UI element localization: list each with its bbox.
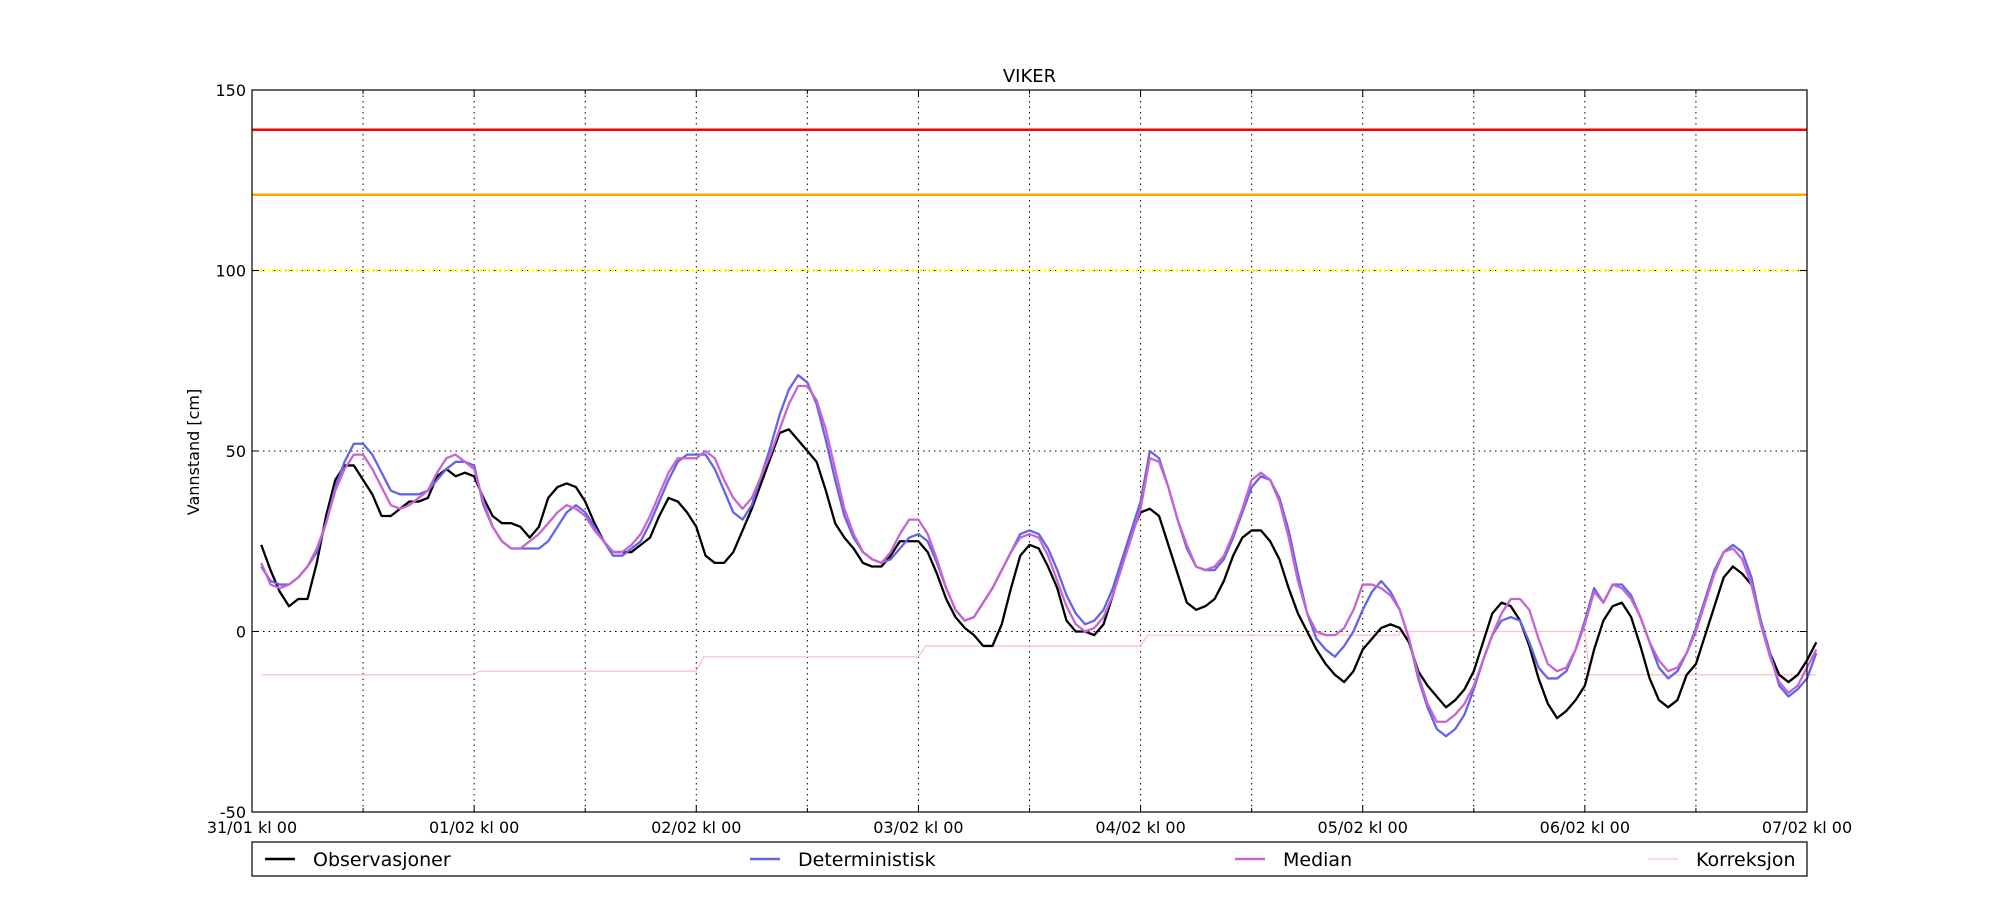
x-tick-label: 05/02 kl 00: [1318, 818, 1408, 837]
series-lines: [260, 374, 1818, 738]
legend-frame: [251, 841, 1808, 877]
x-tick-label: 06/02 kl 00: [1540, 818, 1630, 837]
y-tick-label: 0: [236, 623, 246, 642]
y-tick-label: 150: [215, 81, 246, 100]
y-tick-label: 50: [226, 442, 246, 461]
legend-label: Observasjoner: [313, 849, 451, 871]
chart-title: VIKER: [1003, 66, 1056, 87]
x-tick-label: 07/02 kl 00: [1762, 818, 1852, 837]
threshold-lines: [252, 128, 1807, 272]
x-tick-label: 02/02 kl 00: [651, 818, 741, 837]
series-line-korreksjon: [261, 630, 1817, 676]
x-tick-label: 31/01 kl 00: [207, 818, 297, 837]
y-axis-label: Vannstand [cm]: [184, 389, 203, 515]
legend-label: Korreksjon: [1696, 849, 1796, 871]
y-tick-label: -50: [220, 803, 246, 822]
x-tick-label: 04/02 kl 00: [1095, 818, 1185, 837]
legend-label: Deterministisk: [798, 849, 936, 871]
x-tick-label: 03/02 kl 00: [873, 818, 963, 837]
grid-lines: [252, 90, 1807, 812]
legend-label: Median: [1283, 849, 1352, 871]
series-line-observasjoner: [260, 428, 1818, 720]
y-tick-label: 100: [215, 262, 246, 281]
series-line-median: [260, 384, 1818, 723]
x-tick-label: 01/02 kl 00: [429, 818, 519, 837]
legend: Observasjoner Deterministisk Median Korreks…: [251, 841, 1808, 877]
axis-ticks: -50 0 50 100 150 31/01 kl 00 01/02 kl 00 02/02 …: [207, 81, 1852, 837]
